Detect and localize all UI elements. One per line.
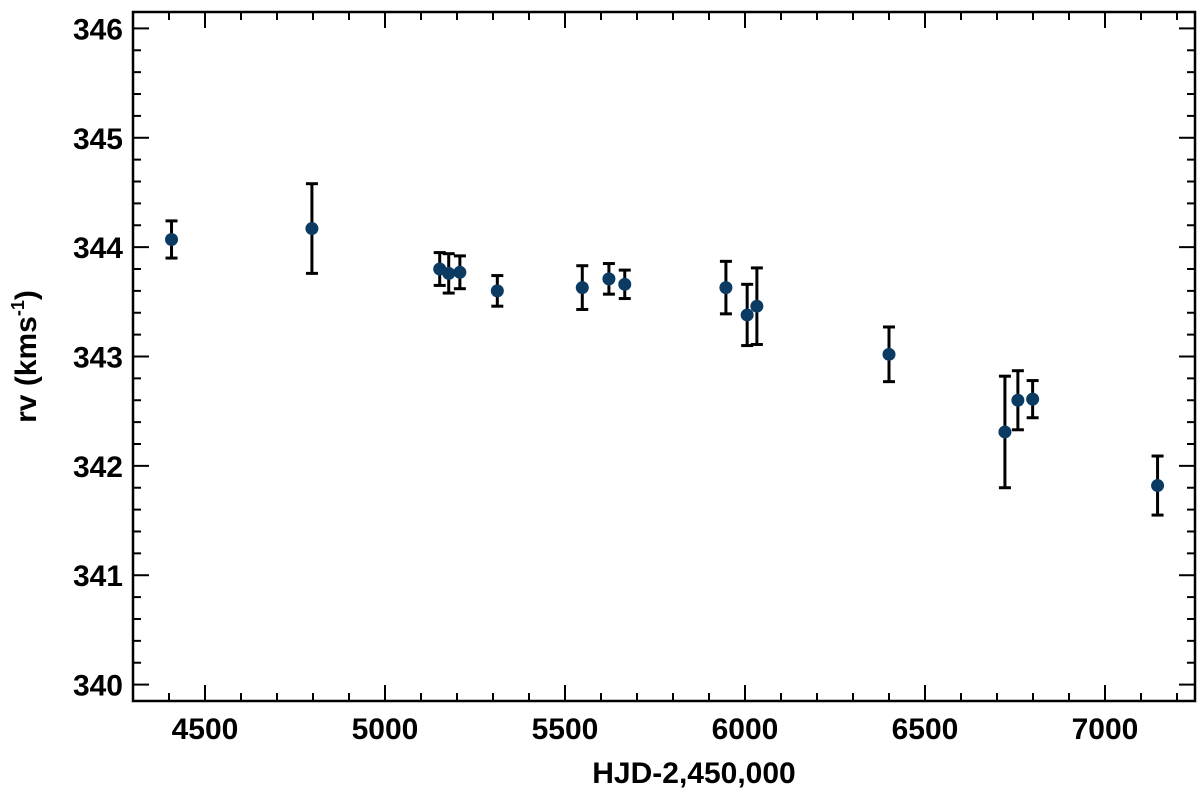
data-point <box>305 222 319 236</box>
data-point <box>1026 392 1040 406</box>
x-tick-label: 5000 <box>352 713 419 746</box>
data-point <box>1011 393 1025 407</box>
data-point <box>1151 479 1165 493</box>
x-tick-label: 5500 <box>532 713 599 746</box>
x-axis-title: HJD-2,450,000 <box>592 757 795 790</box>
x-tick-label: 6500 <box>892 713 959 746</box>
x-tick-label: 6000 <box>712 713 779 746</box>
y-tick-labels: 340 341 342 343 344 345 346 <box>73 13 123 702</box>
x-tick-labels: 4500 5000 5500 6000 6500 7000 <box>172 713 1139 746</box>
data-points <box>165 222 1165 493</box>
data-point <box>618 277 632 291</box>
y-axis-title-main: rv (kms <box>10 316 43 423</box>
y-tick-label: 341 <box>73 560 123 593</box>
y-tick-label: 342 <box>73 451 123 484</box>
y-tick-label: 346 <box>73 13 123 46</box>
plot-frame <box>131 10 1197 703</box>
y-axis-title-close: ) <box>10 290 43 300</box>
x-tick-label: 7000 <box>1072 713 1139 746</box>
data-point <box>882 347 896 361</box>
y-tick-label: 343 <box>73 342 123 375</box>
data-point <box>442 266 456 280</box>
data-point <box>602 272 616 286</box>
data-point <box>719 281 733 295</box>
data-point <box>740 308 754 322</box>
y-tick-label: 345 <box>73 123 123 156</box>
y-axis-title: rv (kms-1) <box>8 290 43 423</box>
y-tick-label: 344 <box>73 232 123 265</box>
data-point <box>998 425 1012 439</box>
data-point <box>165 232 179 246</box>
data-point <box>750 299 764 313</box>
axis-ticks <box>132 12 1195 701</box>
data-point <box>453 265 467 279</box>
y-axis-title-superscript: -1 <box>8 300 28 316</box>
x-tick-label: 4500 <box>172 713 239 746</box>
data-point <box>575 281 589 295</box>
data-point <box>490 284 504 298</box>
y-tick-label: 340 <box>73 670 123 703</box>
